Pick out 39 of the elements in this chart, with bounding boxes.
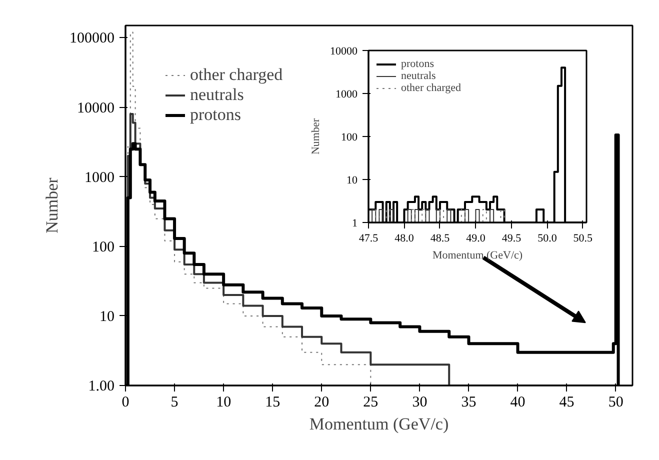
y-tick-label: 1000 <box>336 88 358 100</box>
x-tick-label: 5 <box>170 394 178 410</box>
y-tick-label: 100 <box>92 239 114 256</box>
x-tick-label: 45 <box>559 394 574 410</box>
y-tick-label: 10000 <box>77 100 114 116</box>
x-tick-label: 47.5 <box>358 232 379 244</box>
x-axis-title: Momentum (GeV/c) <box>432 250 523 262</box>
y-tick-label: 10000 <box>330 46 358 58</box>
x-tick-label: 49.0 <box>466 232 486 244</box>
x-tick-label: 50.0 <box>538 232 558 244</box>
y-tick-label: 1.00 <box>88 378 114 394</box>
y-tick-label: 100 <box>341 132 358 144</box>
y-axis-title: Number <box>42 177 62 234</box>
x-tick-label: 10 <box>216 394 232 410</box>
x-tick-label: 15 <box>265 394 280 410</box>
y-tick-label: 10 <box>346 174 358 186</box>
y-tick-label: 1000 <box>84 170 114 186</box>
x-tick-label: 0 <box>122 394 130 410</box>
y-tick-label: 10 <box>100 308 114 325</box>
legend-label: protons <box>190 105 241 125</box>
y-tick-label: 1 <box>352 218 358 230</box>
legend-label: neutrals <box>401 70 436 82</box>
x-tick-label: 48.0 <box>394 232 414 244</box>
x-axis-title: Momentum (GeV/c) <box>309 414 449 434</box>
x-tick-label: 20 <box>314 394 330 410</box>
x-tick-label: 30 <box>412 394 428 410</box>
legend-label: other charged <box>190 65 283 85</box>
x-tick-label: 40 <box>510 394 526 410</box>
legend-label: neutrals <box>190 85 244 105</box>
x-tick-label: 50 <box>608 394 624 410</box>
x-tick-label: 25 <box>363 394 378 410</box>
x-tick-label: 50.5 <box>573 232 593 244</box>
x-tick-label: 49.5 <box>502 232 522 244</box>
x-tick-label: 35 <box>461 394 476 410</box>
y-tick-label: 100000 <box>70 30 114 47</box>
x-tick-label: 48.5 <box>430 232 450 244</box>
y-axis-title: Number <box>310 118 322 155</box>
legend-label: protons <box>401 58 434 70</box>
legend-label: other charged <box>401 82 461 94</box>
